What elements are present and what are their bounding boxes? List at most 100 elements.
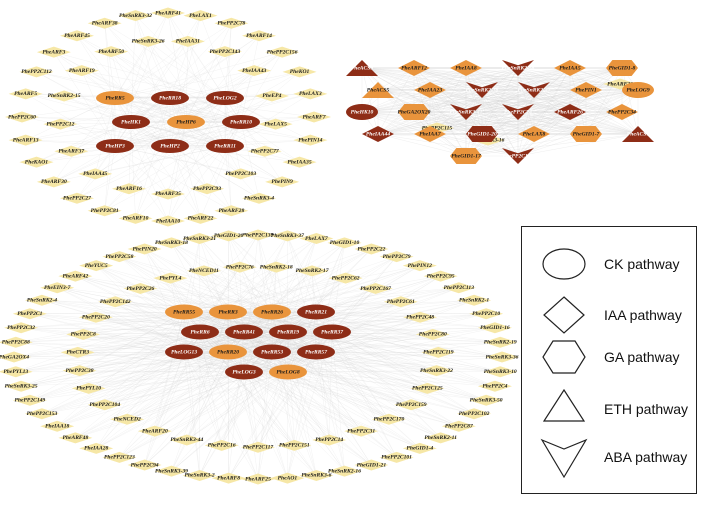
network-node-pheiaa45[interactable]: PheIAA45: [78, 168, 113, 180]
network-node-phesnrk2-47[interactable]: PheSnRK2-47: [518, 82, 551, 98]
network-node-phepp2c4[interactable]: PhePP2C4: [477, 380, 512, 392]
network-node-phepp2c60[interactable]: PhePP2C60: [5, 111, 39, 123]
network-node-pherr3[interactable]: PheRR3: [209, 304, 247, 320]
network-node-phepp2c31[interactable]: PhePP2C31: [344, 425, 379, 437]
network-node-phesnrk3-32[interactable]: PheSnRK3-32: [118, 10, 153, 22]
network-node-pherr20[interactable]: PheRR20: [209, 344, 247, 360]
network-node-phepp2c48[interactable]: PhePP2C48: [403, 311, 438, 323]
network-node-phehp2[interactable]: PheHP2: [151, 139, 189, 153]
network-node-phegid1-20[interactable]: PheGID1-20: [466, 126, 498, 142]
network-node-phelog13[interactable]: PheLOG13: [165, 344, 203, 360]
network-node-phesnrk3-41[interactable]: PheSnRK3-41: [450, 104, 483, 120]
network-node-phenced2[interactable]: PheNCED2: [110, 413, 145, 425]
network-node-phepp2c88[interactable]: PhePP2C88: [0, 336, 33, 348]
network-node-phegid1-8[interactable]: PheGID1-8: [606, 60, 638, 76]
network-node-phearf50[interactable]: PheARF50: [94, 46, 129, 58]
network-node-pherr53[interactable]: PheRR53: [253, 344, 291, 360]
network-node-phesnrk3-26[interactable]: PheSnRK3-26: [131, 35, 166, 47]
network-node-phearf14[interactable]: PheARF14: [242, 30, 277, 42]
network-node-pherr37[interactable]: PheRR37: [313, 324, 351, 340]
network-node-phesnrk3-6[interactable]: PheSnRK3-6: [299, 469, 334, 481]
network-node-phepp2c81[interactable]: PhePP2C81: [87, 205, 122, 217]
network-node-phearf13[interactable]: PheARF13: [8, 134, 43, 146]
network-node-phepp2c8[interactable]: PhePP2C8: [66, 328, 101, 340]
network-node-phearf8[interactable]: PheARF8: [211, 472, 246, 484]
network-node-phepyl10[interactable]: PhePYL10: [71, 382, 106, 394]
network-node-phesnrk3-10[interactable]: PheSnRK3-10: [483, 366, 518, 378]
network-node-pherr18[interactable]: PheRR18: [151, 91, 189, 105]
network-node-phearf16[interactable]: PheARF16: [111, 183, 146, 195]
network-node-phesnrk2-17[interactable]: PheSnRK2-17: [295, 265, 330, 277]
network-node-pheacs9[interactable]: PheACS9: [346, 60, 378, 76]
network-node-phepin20[interactable]: PhePIN20: [127, 243, 162, 255]
network-node-phesnrk3-2[interactable]: PheSnRK3-2: [182, 469, 217, 481]
network-node-phearf35[interactable]: PheARF35: [151, 188, 185, 200]
network-node-phepp2c153[interactable]: PhePP2C153: [24, 408, 59, 420]
network-node-phepin9[interactable]: PhePIN9: [265, 176, 300, 188]
network-node-pherr11[interactable]: PheRR11: [206, 139, 244, 153]
network-node-pherr26[interactable]: PheRR26: [253, 304, 291, 320]
network-node-phearf38[interactable]: PheARF38: [87, 17, 122, 29]
network-node-phearf26[interactable]: PheARF26: [554, 104, 586, 120]
network-node-phesnrk2-4[interactable]: PheSnRK2-4: [24, 294, 59, 306]
network-node-pheko1[interactable]: PheKO1: [282, 66, 317, 78]
network-node-phearf28[interactable]: PheARF28: [214, 205, 249, 217]
network-node-phepin14[interactable]: PhePIN14: [293, 134, 328, 146]
network-node-phegid1-17[interactable]: PheGID1-17: [450, 148, 482, 164]
network-node-phepp2c77[interactable]: PhePP2C77: [247, 145, 282, 157]
network-node-phearf3[interactable]: PheARF3: [36, 46, 71, 58]
network-node-phearf22[interactable]: PheARF22: [183, 212, 218, 224]
network-node-phesnrk2-15[interactable]: PheSnRK2-15: [47, 90, 82, 102]
network-node-phearf37[interactable]: PheARF37: [54, 145, 89, 157]
network-node-phepp2c27[interactable]: PhePP2C27: [59, 192, 94, 204]
network-node-phepp2c32[interactable]: PhePP2C32: [4, 322, 39, 334]
network-node-phepp2c58[interactable]: PhePP2C58: [102, 251, 137, 263]
network-node-phepp2c80[interactable]: PhePP2C80: [415, 328, 450, 340]
network-node-phesnrk3-18[interactable]: PheSnRK3-18: [154, 237, 189, 249]
network-node-phelog2[interactable]: PheLOG2: [206, 91, 244, 105]
network-node-phepp2c139[interactable]: PhePP2C139: [241, 229, 275, 241]
network-node-phepp2c16[interactable]: PhePP2C16: [204, 439, 239, 451]
network-node-phesnrk2-58[interactable]: PheSnRK2-58: [502, 60, 535, 76]
network-node-phepp2c22[interactable]: PhePP2C22: [354, 243, 389, 255]
network-node-phesnrk3-4[interactable]: PheSnRK3-4: [242, 192, 277, 204]
network-node-pherr57[interactable]: PheRR57: [297, 344, 335, 360]
network-node-phelog9[interactable]: PheLOG9: [622, 82, 654, 98]
network-node-phearf25[interactable]: PheARF25: [241, 473, 275, 485]
network-node-phepp2c117[interactable]: PhePP2C117: [241, 441, 275, 453]
network-node-phearf20[interactable]: PheARF20: [137, 425, 172, 437]
network-node-pherr5[interactable]: PheRR5: [96, 91, 134, 105]
network-node-pheiaa43[interactable]: PheIAA43: [237, 65, 272, 77]
network-node-phegid1-16[interactable]: PheGID1-16: [477, 322, 512, 334]
network-node-phesnrk3-37[interactable]: PheSnRK3-37: [270, 230, 305, 242]
network-node-pheep4[interactable]: PheEP4: [254, 90, 289, 102]
network-node-phepp2c93[interactable]: PhePP2C93: [190, 183, 225, 195]
network-node-pheiaa7[interactable]: PheIAA7: [414, 126, 446, 142]
network-node-phepp2c87[interactable]: PhePP2C87: [441, 420, 476, 432]
network-node-pheein3-7[interactable]: PheEIN3-7: [40, 282, 75, 294]
network-node-pheiaa18[interactable]: PheIAA18: [40, 420, 75, 432]
network-node-phepp2c123[interactable]: PhePP2C123: [102, 451, 137, 463]
network-node-pherr41[interactable]: PheRR41: [225, 324, 263, 340]
network-node-phepp2c101[interactable]: PhePP2C101: [379, 451, 414, 463]
network-node-pheiaa10[interactable]: PheIAA10: [151, 215, 185, 227]
network-node-pheiaa31[interactable]: PheIAA31: [170, 35, 205, 47]
network-node-phehp3[interactable]: PheHP3: [96, 139, 134, 153]
network-node-phearf19[interactable]: PheARF19: [64, 65, 99, 77]
network-node-phepp2c104[interactable]: PhePP2C104: [87, 399, 122, 411]
network-node-pheacs5[interactable]: PheACS5: [362, 82, 394, 98]
network-node-phehk1[interactable]: PheHK1: [112, 115, 150, 129]
network-node-pherr10[interactable]: PheRR10: [222, 115, 260, 129]
network-node-phepp2c113[interactable]: PhePP2C113: [441, 282, 476, 294]
network-node-phehk10[interactable]: PheHK10: [346, 104, 378, 120]
network-node-phega2ox20[interactable]: PheGA2OX20: [398, 104, 431, 120]
network-node-pheiaa28[interactable]: PheIAA28: [79, 442, 114, 454]
network-node-phepp2c12[interactable]: PhePP2C12: [43, 118, 78, 130]
network-node-phesnrk3-36[interactable]: PheSnRK3-36: [485, 351, 519, 363]
network-node-phepp2c125[interactable]: PhePP2C125: [410, 382, 445, 394]
network-node-phesnrk3-39[interactable]: PheSnRK3-39: [154, 465, 189, 477]
network-node-phepp2c24[interactable]: PhePP2C24: [502, 104, 534, 120]
network-node-phearf30[interactable]: PheARF30: [36, 176, 71, 188]
network-node-phepp2c151[interactable]: PhePP2C151: [277, 439, 312, 451]
network-node-phepyl13[interactable]: PhePYL13: [0, 366, 33, 378]
